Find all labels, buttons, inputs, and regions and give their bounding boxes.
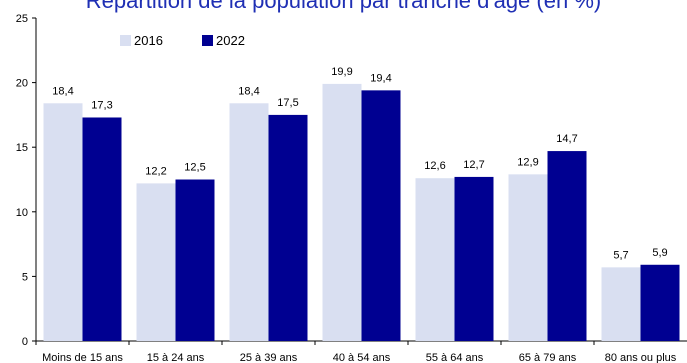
bar-2016 (415, 178, 455, 341)
data-label: 17,5 (277, 97, 298, 109)
data-label: 14,7 (556, 133, 577, 145)
bar-2016 (136, 183, 176, 341)
chart-title: Répartition de la population par tranche… (85, 0, 602, 13)
category-label: 65 à 79 ans (519, 352, 577, 363)
y-tick-label: 20 (16, 78, 28, 90)
bar-2016 (229, 103, 269, 341)
bar-2022 (268, 114, 308, 342)
y-tick-label: 25 (16, 13, 28, 25)
data-label: 12,7 (463, 159, 484, 171)
y-tick-label: 10 (16, 207, 28, 219)
legend-label: 2016 (134, 33, 163, 48)
data-label: 12,9 (517, 156, 538, 168)
legend-label: 2022 (216, 33, 245, 48)
data-label: 12,5 (184, 162, 205, 174)
bar-2022 (454, 176, 494, 341)
bar-2016 (508, 174, 548, 341)
bar-2022 (547, 151, 587, 341)
bar-2022 (640, 264, 680, 341)
category-label: 80 ans ou plus (605, 352, 677, 363)
data-label: 17,3 (91, 99, 112, 111)
data-label: 12,6 (424, 160, 445, 172)
data-label: 18,4 (238, 85, 259, 97)
category-label: 25 à 39 ans (240, 352, 298, 363)
category-label: 15 à 24 ans (147, 352, 205, 363)
y-tick-label: 0 (22, 336, 28, 348)
data-label: 18,4 (52, 85, 73, 97)
y-tick-label: 15 (16, 142, 28, 154)
data-label: 19,4 (370, 72, 391, 84)
bar-2022 (175, 179, 215, 341)
data-label: 19,9 (331, 66, 352, 78)
category-label: 55 à 64 ans (426, 352, 484, 363)
y-tick-label: 5 (22, 271, 28, 283)
legend-swatch-2016 (120, 35, 131, 46)
category-label: Moins de 15 ans (42, 352, 123, 363)
data-label: 12,2 (145, 165, 166, 177)
bar-2016 (322, 83, 362, 341)
category-label: 40 à 54 ans (333, 352, 391, 363)
data-label: 5,9 (652, 247, 667, 259)
bar-2016 (601, 267, 641, 341)
legend-swatch-2022 (202, 35, 213, 46)
bar-2022 (82, 117, 122, 341)
bar-2016 (43, 103, 83, 341)
bar-2022 (361, 90, 401, 342)
data-label: 5,7 (613, 249, 628, 261)
